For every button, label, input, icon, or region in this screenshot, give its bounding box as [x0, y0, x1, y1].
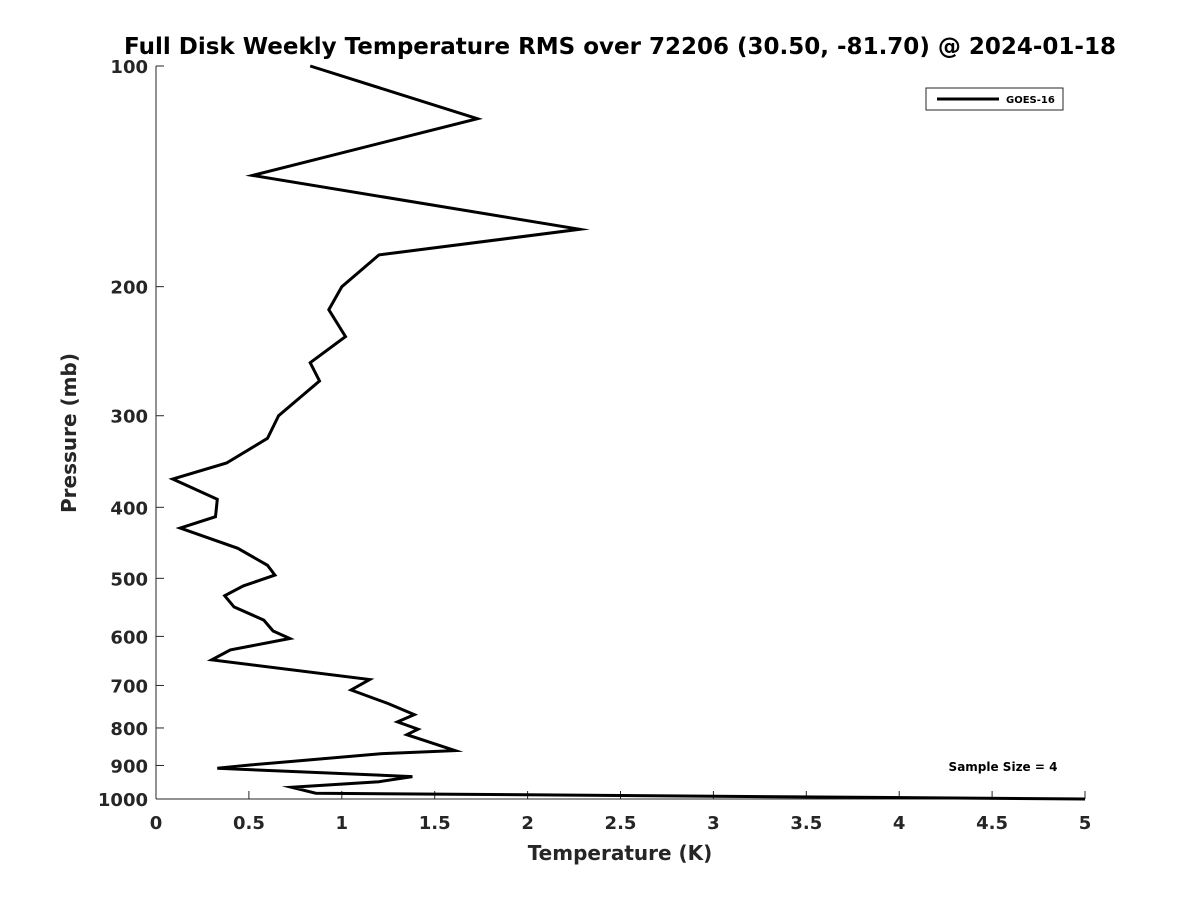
y-tick-label: 400 — [110, 498, 148, 519]
y-tick-label: 500 — [110, 569, 148, 590]
x-tick-label: 0.5 — [233, 813, 265, 834]
x-tick-label: 0 — [150, 813, 163, 834]
x-tick-label: 1 — [336, 813, 349, 834]
x-tick-label: 4.5 — [976, 813, 1008, 834]
y-tick-label: 100 — [110, 57, 148, 78]
x-tick-label: 3 — [707, 813, 720, 834]
x-axis-label: Temperature (K) — [528, 841, 713, 865]
y-tick-label: 700 — [110, 676, 148, 697]
x-ticks: 0 0.5 1 1.5 2 2.5 3 3.5 4 4.5 5 — [150, 791, 1092, 834]
x-tick-label: 1.5 — [419, 813, 451, 834]
x-tick-label: 4 — [893, 813, 906, 834]
sample-size-annotation: Sample Size = 4 — [949, 760, 1058, 774]
y-tick-label: 600 — [110, 627, 148, 648]
y-ticks: 100 200 300 400 500 600 700 800 900 1000 — [98, 57, 164, 811]
x-tick-label: 2 — [521, 813, 534, 834]
x-tick-label: 3.5 — [790, 813, 822, 834]
y-tick-label: 900 — [110, 756, 148, 777]
series-layer — [168, 64, 1086, 801]
series-line-goes16 — [168, 64, 1086, 801]
chart-title: Full Disk Weekly Temperature RMS over 72… — [124, 34, 1116, 60]
y-axis-label: Pressure (mb) — [57, 353, 81, 513]
y-tick-label: 1000 — [98, 790, 148, 811]
y-tick-label: 300 — [110, 407, 148, 428]
legend: GOES-16 — [925, 87, 1064, 111]
axes — [155, 66, 1085, 800]
y-tick-label: 200 — [110, 278, 148, 299]
x-tick-label: 2.5 — [605, 813, 637, 834]
y-tick-label: 800 — [110, 719, 148, 740]
x-tick-label: 5 — [1079, 813, 1092, 834]
legend-entry-goes16: GOES-16 — [1006, 95, 1055, 106]
